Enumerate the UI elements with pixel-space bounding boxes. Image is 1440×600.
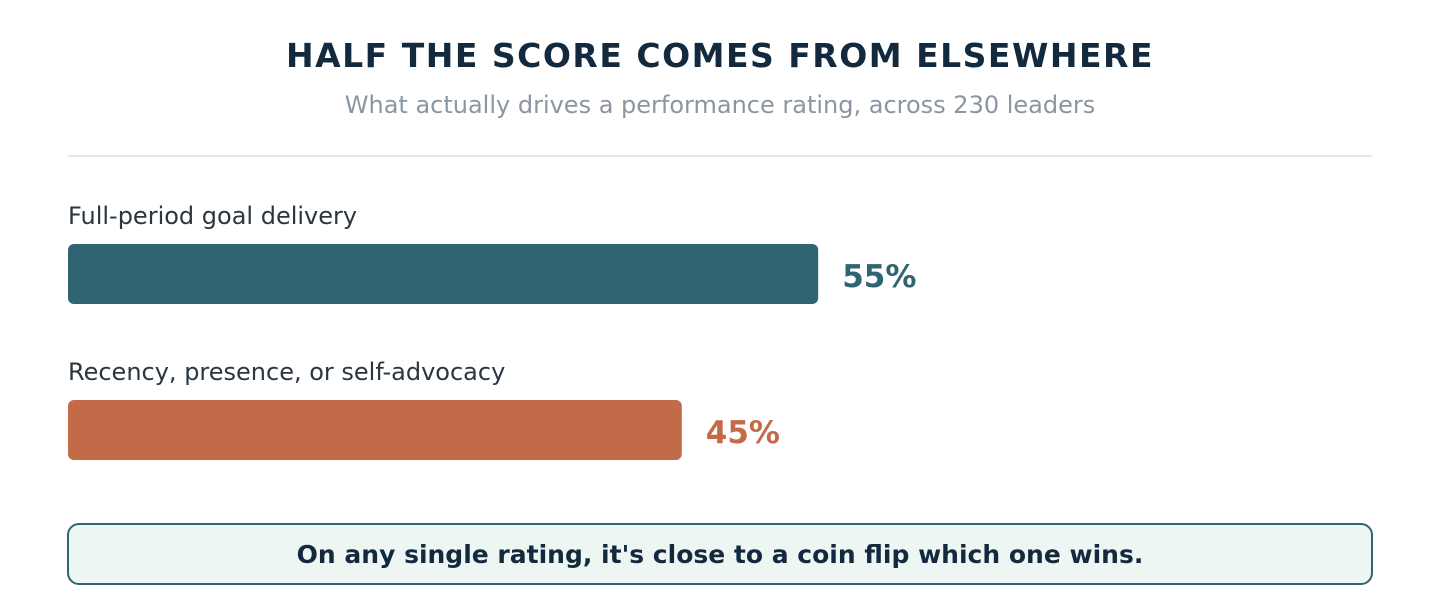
category-label-recency-presence-or-self-advocacy: Recency, presence, or self-advocacy <box>68 358 505 386</box>
value-label-full-period-goal-delivery: 55% <box>842 259 916 295</box>
value-label-recency-presence-or-self-advocacy: 45% <box>706 415 780 451</box>
header-divider <box>68 155 1372 157</box>
bar-recency-presence-or-self-advocacy <box>68 400 682 460</box>
category-label-full-period-goal-delivery: Full-period goal delivery <box>68 202 357 230</box>
bar-full-period-goal-delivery <box>68 244 819 304</box>
chart-subtitle: What actually drives a performance ratin… <box>344 91 1096 119</box>
callout-box: On any single rating, it's close to a co… <box>67 523 1373 585</box>
chart-title: HALF THE SCORE COMES FROM ELSEWHERE <box>286 36 1154 75</box>
